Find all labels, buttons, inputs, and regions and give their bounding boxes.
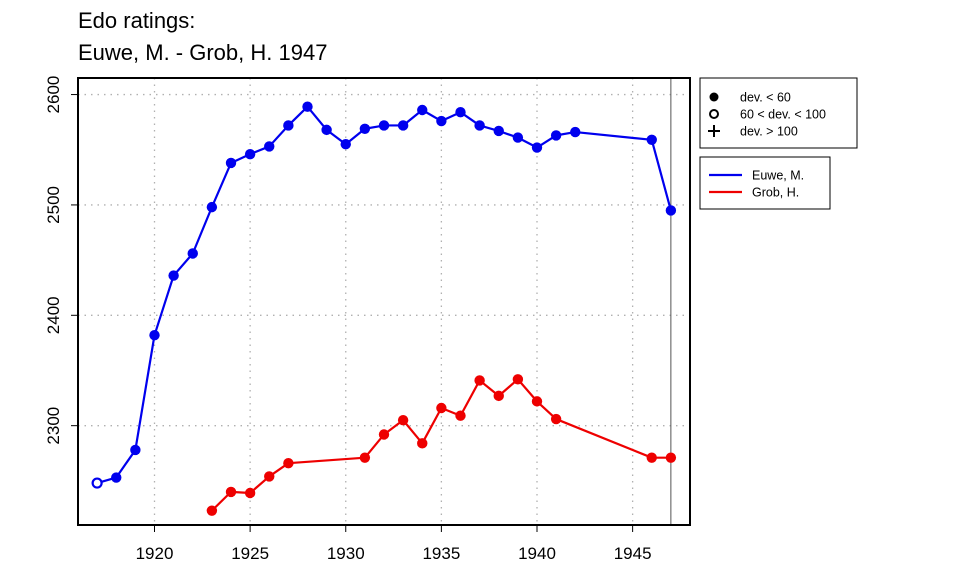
data-point <box>646 134 657 146</box>
data-point <box>206 201 218 213</box>
series-layer <box>91 101 677 516</box>
y-tick-label: 2300 <box>44 407 63 445</box>
data-point <box>168 270 179 281</box>
data-point <box>531 396 543 407</box>
data-point <box>550 130 562 141</box>
data-point <box>455 107 466 118</box>
series-legend-box <box>699 156 831 210</box>
data-point <box>570 126 581 138</box>
data-point <box>225 157 237 169</box>
data-point <box>264 471 275 482</box>
data-point <box>225 486 237 498</box>
data-point <box>512 132 524 143</box>
data-point <box>321 124 332 136</box>
data-point <box>130 444 141 456</box>
data-point <box>187 248 198 259</box>
y-tick-label: 2400 <box>44 296 63 334</box>
plot-frame <box>77 77 691 526</box>
data-point <box>244 148 256 160</box>
data-point <box>283 457 294 469</box>
plus-icon <box>708 125 720 137</box>
data-point <box>512 374 524 385</box>
data-point <box>378 429 390 440</box>
data-point <box>493 390 504 402</box>
data-point <box>378 120 390 131</box>
data-point <box>646 452 657 463</box>
data-point <box>244 487 256 499</box>
axes: 1920 1925 1930 1935 1940 1945 2300 2400 2500 2600 <box>44 76 652 563</box>
x-tick-label: 1930 <box>327 544 365 563</box>
data-point <box>436 115 447 127</box>
data-point <box>665 205 677 216</box>
marker-legend-label: dev. < 60 <box>740 91 791 105</box>
y-tick-label: 2500 <box>44 186 63 224</box>
data-point <box>340 139 351 150</box>
series-legend-label: Euwe, M. <box>752 169 804 183</box>
data-point <box>417 438 428 449</box>
data-point <box>206 505 218 516</box>
data-point <box>474 375 485 386</box>
data-point <box>302 101 313 112</box>
data-point <box>359 123 371 134</box>
data-point <box>550 413 562 425</box>
marker-legend-label: 60 < dev. < 100 <box>740 108 826 122</box>
series-grob <box>206 374 677 516</box>
data-point <box>531 142 543 153</box>
open-circle-icon <box>709 109 719 119</box>
marker-legend-box <box>699 77 858 149</box>
data-point <box>111 472 122 483</box>
data-point <box>264 141 275 152</box>
marker-legend: dev. < 60 60 < dev. < 100 dev. > 100 <box>699 77 858 149</box>
series-legend: Euwe, M. Grob, H. <box>699 156 831 210</box>
data-point <box>149 329 160 341</box>
data-point <box>397 414 409 426</box>
chart-title-line-1: Edo ratings: <box>78 8 196 33</box>
data-point <box>493 125 504 137</box>
data-point <box>283 120 294 131</box>
series-legend-label: Grob, H. <box>752 186 799 200</box>
marker-legend-label: dev. > 100 <box>740 125 798 139</box>
series-euwe <box>91 101 677 489</box>
x-tick-label: 1940 <box>518 544 556 563</box>
x-tick-label: 1920 <box>136 544 174 563</box>
x-tick-label: 1945 <box>614 544 652 563</box>
series-line <box>211 378 671 512</box>
data-point <box>417 104 428 116</box>
x-tick-label: 1935 <box>422 544 460 563</box>
data-point <box>665 452 677 463</box>
data-point <box>436 402 447 414</box>
y-tick-label: 2600 <box>44 76 63 114</box>
series-line <box>96 105 672 485</box>
filled-circle-icon <box>709 92 719 102</box>
chart-title-line-2: Euwe, M. - Grob, H. 1947 <box>78 40 328 65</box>
data-point <box>91 477 103 489</box>
data-point <box>359 452 371 463</box>
data-point <box>455 410 466 421</box>
data-point <box>474 120 485 131</box>
grid-lines <box>78 78 690 525</box>
x-tick-label: 1925 <box>231 544 269 563</box>
data-point <box>397 120 409 131</box>
